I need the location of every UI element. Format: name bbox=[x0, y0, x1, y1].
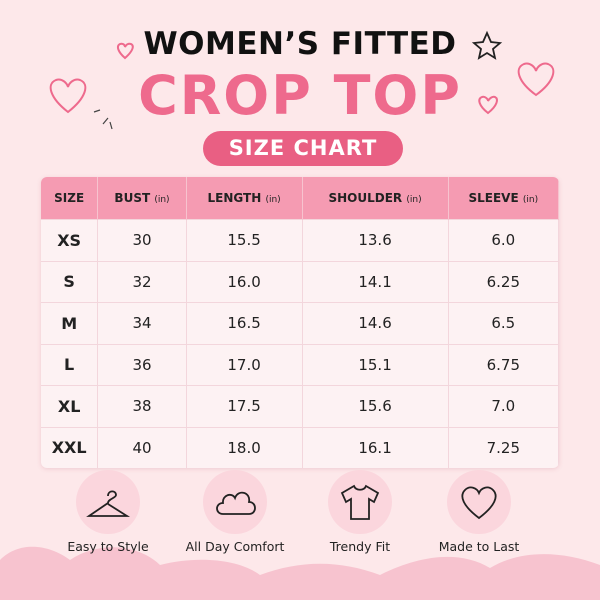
subtitle: CROP TOP bbox=[138, 64, 462, 127]
size-cell: XS bbox=[41, 219, 99, 261]
feature-label: All Day Comfort bbox=[185, 539, 285, 554]
size-cell: M bbox=[41, 302, 99, 344]
cell: 6.0 bbox=[448, 219, 559, 261]
feature: Easy to Style bbox=[46, 470, 170, 554]
cell: 18.0 bbox=[186, 426, 303, 468]
table-row: XL 38 17.5 15.6 7.0 bbox=[41, 385, 559, 427]
column-header: SIZE bbox=[41, 177, 99, 220]
cell: 15.1 bbox=[302, 343, 449, 386]
table-row: L 36 17.0 15.1 6.75 bbox=[41, 343, 559, 386]
cell: 14.1 bbox=[302, 260, 449, 303]
header-row: SIZE BUST (in) LENGTH (in) SHOULDER (in) SLE… bbox=[41, 177, 559, 220]
table-row: XXL 40 18.0 16.1 7.25 bbox=[41, 426, 559, 468]
column-label: BUST bbox=[114, 191, 151, 205]
column-label: LENGTH bbox=[207, 191, 262, 205]
feature: All Day Comfort bbox=[173, 470, 297, 554]
cell: 30 bbox=[97, 219, 187, 261]
feature-label: Trendy Fit bbox=[329, 539, 391, 554]
size-table: SIZE BUST (in) LENGTH (in) SHOULDER (in) SLE… bbox=[41, 177, 559, 468]
cell: 32 bbox=[97, 260, 187, 303]
feature-label: Made to Last bbox=[438, 539, 520, 554]
column-header: BUST (in) bbox=[97, 177, 187, 220]
column-label: SHOULDER bbox=[328, 191, 403, 205]
icon bbox=[203, 470, 267, 534]
column-unit: (in) bbox=[522, 195, 539, 205]
cell: 6.25 bbox=[448, 260, 559, 303]
feature-label: Easy to Style bbox=[67, 539, 149, 554]
size-cell: XL bbox=[41, 385, 99, 427]
cell: 6.75 bbox=[448, 343, 559, 386]
column-label: SLEEVE bbox=[468, 191, 519, 205]
cell: 17.0 bbox=[186, 343, 303, 386]
feature: Trendy Fit bbox=[298, 470, 422, 554]
table-row: S 32 16.0 14.1 6.25 bbox=[41, 260, 559, 303]
cell: 14.6 bbox=[302, 302, 449, 344]
cell: 13.6 bbox=[302, 219, 449, 261]
column-label: SIZE bbox=[54, 191, 85, 205]
cell: 16.0 bbox=[186, 260, 303, 303]
cell: 36 bbox=[97, 343, 187, 386]
badge: SIZE CHART bbox=[203, 131, 403, 166]
size-cell: S bbox=[41, 260, 99, 303]
cell: 17.5 bbox=[186, 385, 303, 427]
size-cell: L bbox=[41, 343, 99, 386]
column-unit: (in) bbox=[265, 195, 281, 205]
table-body: XS 30 15.5 13.6 6.0 S 32 16.0 14.1 6.25 M 34 16.5 14.… bbox=[41, 219, 559, 468]
cell: 16.5 bbox=[186, 302, 303, 344]
cell: 16.1 bbox=[302, 426, 449, 468]
size-cell: XXL bbox=[41, 426, 99, 468]
cell: 7.0 bbox=[448, 385, 559, 427]
column-header: LENGTH (in) bbox=[186, 177, 303, 220]
table-row: M 34 16.5 14.6 6.5 bbox=[41, 302, 559, 344]
cell: 40 bbox=[97, 426, 187, 468]
feature: Made to Last bbox=[417, 470, 541, 554]
column-header: SLEEVE (in) bbox=[448, 177, 559, 220]
cell: 15.6 bbox=[302, 385, 449, 427]
icon bbox=[447, 470, 511, 534]
icon bbox=[76, 470, 140, 534]
column-unit: (in) bbox=[154, 195, 170, 205]
column-unit: (in) bbox=[406, 195, 422, 205]
cell: 38 bbox=[97, 385, 187, 427]
cell: 15.5 bbox=[186, 219, 303, 261]
icon bbox=[328, 470, 392, 534]
column-header: SHOULDER (in) bbox=[302, 177, 449, 220]
cell: 34 bbox=[97, 302, 187, 344]
title: WOMEN’S FITTED bbox=[143, 26, 457, 62]
cell: 7.25 bbox=[448, 426, 559, 468]
table-row: XS 30 15.5 13.6 6.0 bbox=[41, 219, 559, 261]
cell: 6.5 bbox=[448, 302, 559, 344]
